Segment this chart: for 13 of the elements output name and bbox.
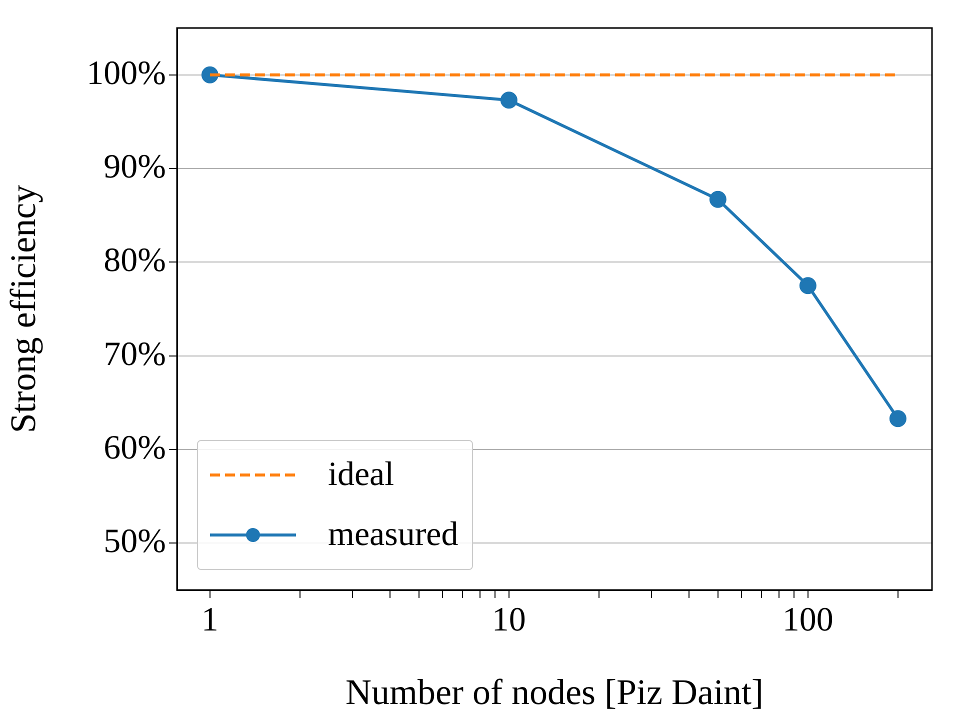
y-tick-label: 60% [104, 429, 166, 466]
y-tick-label: 80% [104, 242, 166, 280]
x-tick-label: 1 [201, 601, 218, 638]
y-tick-label: 50% [104, 523, 166, 560]
legend-label: measured [328, 516, 458, 554]
y-tick-label: 70% [104, 336, 166, 373]
x-tick-label: 100 [782, 601, 834, 638]
y-tick-label: 90% [104, 148, 166, 186]
y-axis-title: Strong efficiency [3, 184, 44, 434]
legend-label: ideal [328, 456, 394, 494]
y-tick-label: 100% [86, 54, 166, 92]
x-tick-label: 10 [492, 601, 526, 638]
x-axis-title: Number of nodes [Piz Daint] [346, 672, 764, 712]
